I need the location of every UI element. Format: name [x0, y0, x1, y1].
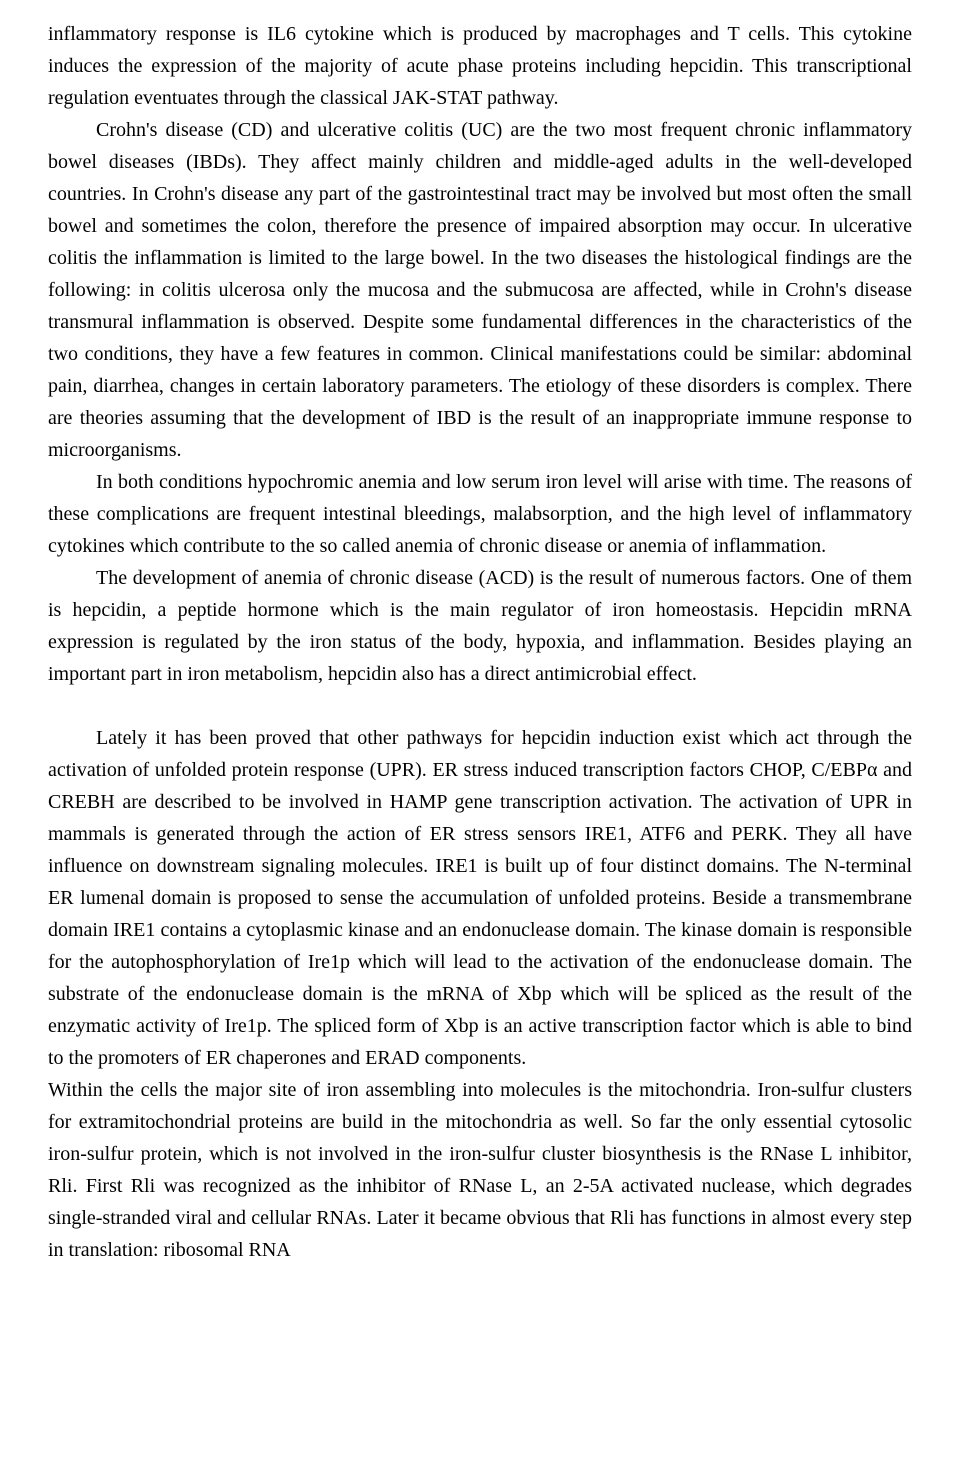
paragraph-2: Crohn's disease (CD) and ulcerative coli… [48, 114, 912, 466]
paragraph-4: The development of anemia of chronic dis… [48, 562, 912, 690]
paragraph-1: inflammatory response is IL6 cytokine wh… [48, 18, 912, 114]
paragraph-3: In both conditions hypochromic anemia an… [48, 466, 912, 562]
paragraph-5: Lately it has been proved that other pat… [48, 722, 912, 1074]
paragraph-6: Within the cells the major site of iron … [48, 1074, 912, 1266]
